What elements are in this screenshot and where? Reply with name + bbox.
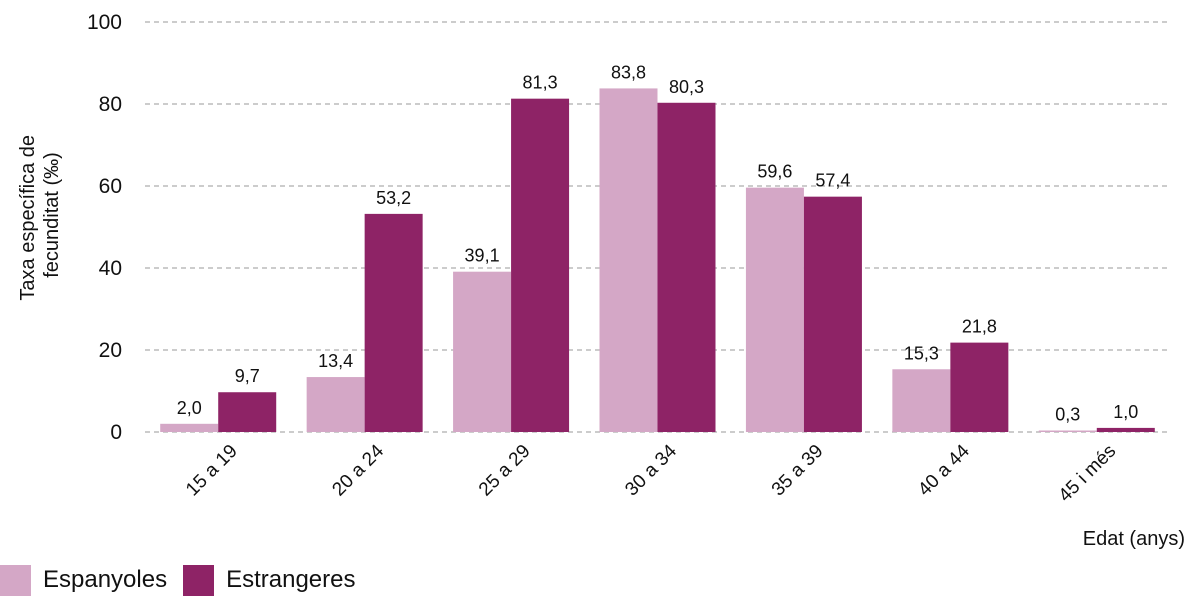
bar-estrangeres (364, 213, 423, 432)
y-tick-label: 20 (99, 339, 122, 362)
x-tick-label: 20 a 24 (328, 440, 388, 500)
data-label: 53,2 (376, 188, 411, 208)
x-axis-label: Edat (anys) (1083, 528, 1185, 550)
y-axis-label: Taxa específica de fecunditat (‰) (17, 129, 63, 300)
bar-espanyoles (306, 377, 365, 432)
x-axis-ticks: 15 a 19 20 a 24 25 a 29 30 a 34 35 a 39 40 a … (182, 440, 1120, 506)
data-label: 9,7 (235, 366, 260, 386)
legend-item-estrangeres: Estrangeres (183, 564, 356, 596)
bar-espanyoles (453, 271, 512, 432)
legend-swatch-espanyoles (0, 564, 31, 596)
x-tick-label: 15 a 19 (182, 441, 242, 501)
bar-espanyoles (160, 423, 219, 432)
legend-item-espanyoles: Espanyoles (0, 564, 168, 596)
y-tick-label: 0 (110, 421, 122, 444)
bar-estrangeres (803, 196, 862, 432)
y-axis-ticks: 0 20 40 60 80 100 (87, 11, 122, 444)
data-label: 21,8 (962, 317, 997, 337)
x-tick-label: 45 i més (1055, 441, 1121, 507)
data-label: 39,1 (465, 246, 500, 266)
data-label: 81,3 (523, 73, 558, 93)
bar-estrangeres (511, 98, 570, 433)
bar-estrangeres (657, 102, 716, 433)
data-label: 59,6 (757, 162, 792, 182)
bar-espanyoles (599, 88, 658, 433)
x-tick-label: 30 a 34 (621, 440, 681, 500)
bar-espanyoles (1038, 430, 1097, 432)
bar-estrangeres (950, 342, 1009, 432)
data-label: 80,3 (669, 77, 704, 97)
legend-label-estrangeres: Estrangeres (226, 566, 356, 593)
y-tick-label: 80 (99, 93, 122, 116)
legend-swatch-estrangeres (183, 564, 215, 596)
y-axis-label-line-1: Taxa específica de (17, 135, 39, 301)
x-tick-label: 40 a 44 (914, 440, 974, 500)
data-label: 2,0 (177, 398, 202, 418)
y-axis-label-line-2: fecunditat (‰) (41, 152, 63, 278)
data-label: 0,3 (1055, 405, 1080, 425)
bar-espanyoles (892, 369, 951, 432)
bar-chart: 0 20 40 60 80 100 2,0 9,7 13,4 53,2 39,1 81,3 83,8 8… (17, 11, 1185, 550)
data-labels: 2,0 9,7 13,4 53,2 39,1 81,3 83,8 80,3 59,6 57,4 15… (177, 62, 1139, 424)
data-label: 13,4 (318, 351, 353, 371)
legend: Espanyoles Estrangeres (0, 562, 371, 598)
bar-espanyoles (745, 187, 804, 432)
y-tick-label: 40 (99, 257, 122, 280)
data-label: 83,8 (611, 62, 646, 82)
x-tick-label: 25 a 29 (475, 441, 535, 501)
y-tick-label: 100 (87, 11, 122, 34)
bar-estrangeres (1096, 427, 1155, 432)
bars (160, 88, 1155, 433)
data-label: 15,3 (904, 343, 939, 363)
x-tick-label: 35 a 39 (768, 441, 828, 501)
bar-estrangeres (218, 392, 277, 432)
data-label: 57,4 (815, 171, 850, 191)
data-label: 1,0 (1113, 402, 1138, 422)
y-tick-label: 60 (99, 175, 122, 198)
legend-label-espanyoles: Espanyoles (43, 566, 168, 593)
